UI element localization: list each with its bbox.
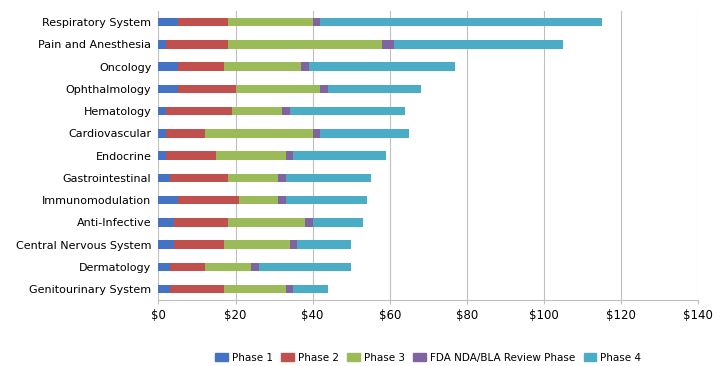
Bar	[312, 129, 320, 138]
Bar	[282, 107, 289, 115]
Bar	[204, 129, 312, 138]
Bar	[224, 285, 286, 293]
Bar	[158, 218, 174, 227]
Bar	[286, 173, 371, 182]
Bar	[158, 85, 178, 93]
Bar	[158, 285, 170, 293]
Bar	[224, 62, 301, 71]
Bar	[286, 151, 294, 160]
Legend: Phase 1, Phase 2, Phase 3, FDA NDA/BLA Review Phase, Phase 4: Phase 1, Phase 2, Phase 3, FDA NDA/BLA R…	[211, 349, 646, 366]
Bar	[178, 62, 224, 71]
Bar	[328, 85, 420, 93]
Bar	[158, 151, 166, 160]
Bar	[320, 85, 328, 93]
Bar	[320, 129, 409, 138]
Bar	[166, 151, 216, 160]
Bar	[158, 262, 170, 271]
Bar	[158, 18, 178, 26]
Bar	[166, 40, 228, 49]
Bar	[297, 240, 351, 249]
Bar	[228, 218, 305, 227]
Bar	[178, 196, 239, 204]
Bar	[178, 85, 235, 93]
Bar	[158, 240, 174, 249]
Bar	[286, 285, 294, 293]
Bar	[224, 240, 289, 249]
Bar	[158, 196, 178, 204]
Bar	[312, 218, 363, 227]
Bar	[312, 18, 320, 26]
Bar	[394, 40, 564, 49]
Bar	[232, 107, 282, 115]
Bar	[289, 107, 405, 115]
Bar	[174, 240, 224, 249]
Bar	[158, 107, 166, 115]
Bar	[320, 18, 602, 26]
Bar	[294, 151, 386, 160]
Bar	[204, 262, 251, 271]
Bar	[170, 173, 228, 182]
Bar	[251, 262, 258, 271]
Bar	[170, 262, 204, 271]
Bar	[228, 173, 278, 182]
Bar	[158, 129, 166, 138]
Bar	[294, 285, 328, 293]
Bar	[158, 173, 170, 182]
Bar	[158, 40, 166, 49]
Bar	[258, 262, 351, 271]
Bar	[228, 18, 312, 26]
Bar	[278, 173, 286, 182]
Bar	[216, 151, 286, 160]
Bar	[278, 196, 286, 204]
Bar	[174, 218, 228, 227]
Bar	[158, 62, 178, 71]
Bar	[228, 40, 382, 49]
Bar	[305, 218, 312, 227]
Bar	[178, 18, 228, 26]
Bar	[170, 285, 224, 293]
Bar	[166, 129, 204, 138]
Bar	[235, 85, 320, 93]
Bar	[166, 107, 232, 115]
Bar	[289, 240, 297, 249]
Bar	[382, 40, 394, 49]
Bar	[301, 62, 309, 71]
Bar	[309, 62, 455, 71]
Bar	[286, 196, 366, 204]
Bar	[239, 196, 278, 204]
